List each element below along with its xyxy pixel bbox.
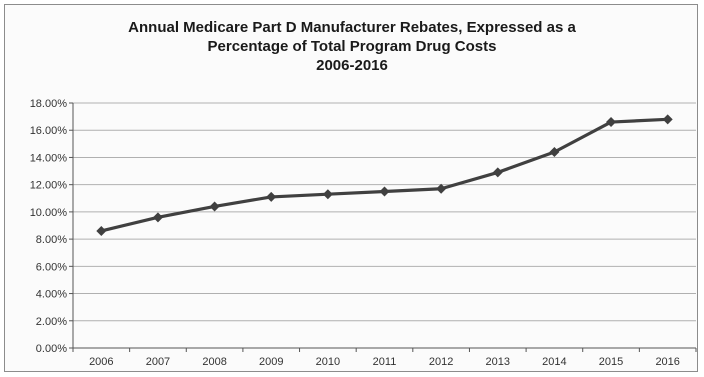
data-point: [152, 212, 163, 223]
chart-title-line-3: 2006-2016: [316, 57, 388, 74]
y-tick-label: 8.00%: [36, 234, 67, 246]
data-point: [436, 183, 447, 194]
y-tick-label: 10.00%: [30, 207, 68, 219]
x-tick-label: 2008: [202, 356, 226, 368]
y-tick-label: 4.00%: [36, 289, 67, 301]
data-point: [96, 225, 107, 236]
y-tick-label: 18.00%: [30, 98, 68, 110]
x-tick-label: 2013: [486, 356, 510, 368]
x-tick-label: 2010: [316, 356, 340, 368]
data-point: [492, 167, 503, 178]
y-tick-label: 6.00%: [36, 261, 67, 273]
x-tick-label: 2007: [146, 356, 170, 368]
data-point: [606, 117, 617, 128]
data-point: [662, 114, 673, 125]
x-tick-label: 2015: [599, 356, 623, 368]
x-tick-label: 2011: [373, 356, 397, 368]
series-line: [100, 117, 668, 233]
y-tick-label: 12.00%: [30, 180, 68, 192]
x-tick-label: 2009: [259, 356, 283, 368]
x-tick-label: 2014: [542, 356, 566, 368]
chart-title-line-2: Percentage of Total Program Drug Costs: [207, 38, 497, 55]
y-tick-label: 14.00%: [30, 152, 68, 164]
data-point: [322, 189, 333, 200]
data-point: [266, 191, 277, 202]
x-tick-label: 2006: [89, 356, 113, 368]
x-tick-label: 2012: [429, 356, 453, 368]
y-tick-label: 0.00%: [36, 343, 67, 355]
chart-title: Annual Medicare Part D Manufacturer Reba…: [0, 18, 704, 75]
data-point: [379, 186, 390, 197]
y-tick-label: 16.00%: [30, 125, 68, 137]
data-point: [549, 147, 560, 157]
y-tick-label: 2.00%: [36, 316, 67, 328]
data-point: [209, 201, 220, 212]
x-tick-label: 2016: [655, 356, 679, 368]
chart-title-line-1: Annual Medicare Part D Manufacturer Reba…: [128, 19, 576, 36]
chart-frame: [4, 4, 698, 372]
